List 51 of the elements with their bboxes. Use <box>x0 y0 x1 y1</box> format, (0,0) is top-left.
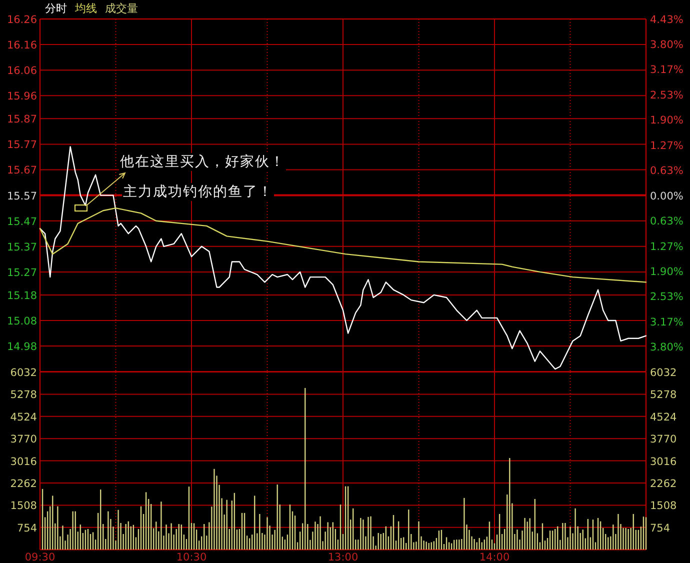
y-tick-label: 1508 <box>10 500 37 512</box>
x-tick-label: 09:30 <box>24 552 56 563</box>
y2-tick-label: 4524 <box>650 411 678 424</box>
x-tick-label: 14:00 <box>479 552 510 563</box>
y-tick-label: 15.96 <box>6 90 38 103</box>
y-tick-label: 2262 <box>10 478 37 490</box>
y2-tick-label: 0.00% <box>650 190 684 202</box>
y-tick-label: 15.57 <box>6 190 37 202</box>
y-tick-label: 15.87 <box>6 114 37 126</box>
y2-tick-label: 3.80% <box>650 39 684 52</box>
y2-tick-label: 3770 <box>650 434 677 446</box>
y2-tick-label: 1.90% <box>650 114 684 127</box>
y-tick-label: 15.08 <box>6 316 37 328</box>
annotation: 他在这里买入，好家伙！ <box>120 154 285 170</box>
y-tick-label: 6032 <box>10 367 37 379</box>
y2-tick-label: 4.43% <box>650 14 684 26</box>
y-tick-label: 16.26 <box>6 14 38 26</box>
y2-tick-label: 1.27% <box>650 240 684 253</box>
y2-tick-label: 0.63% <box>650 215 684 228</box>
legend: 分时 均线 成交量 <box>45 2 138 15</box>
y-tick-label: 15.18 <box>6 290 37 302</box>
y-tick-label: 754 <box>16 522 38 534</box>
y-tick-label: 16.06 <box>6 65 38 78</box>
y-tick-label: 5278 <box>10 389 37 402</box>
y2-tick-label: 1.90% <box>650 266 684 278</box>
y2-tick-label: 3016 <box>650 456 678 468</box>
y2-tick-label: 3.17% <box>650 316 684 328</box>
y2-tick-label: 2.53% <box>650 290 684 303</box>
y2-tick-label: 2262 <box>650 478 677 490</box>
y-tick-label: 16.16 <box>6 40 38 52</box>
y2-tick-label: 0.63% <box>650 165 684 178</box>
y-tick-label: 3770 <box>10 434 37 446</box>
y2-tick-label: 2.53% <box>650 90 684 102</box>
y2-tick-label: 754 <box>650 522 670 534</box>
y2-tick-label: 6032 <box>650 367 677 379</box>
y-tick-label: 4524 <box>10 411 38 424</box>
y-tick-label: 15.47 <box>6 216 37 228</box>
y-tick-label: 14.98 <box>6 341 37 354</box>
y-tick-label: 3016 <box>10 456 38 468</box>
y2-tick-label: 3.80% <box>650 342 684 354</box>
x-tick-label: 10:30 <box>176 552 207 563</box>
y2-tick-label: 3.17% <box>650 64 684 76</box>
y-tick-label: 15.27 <box>6 266 37 279</box>
y-tick-label: 15.77 <box>6 139 37 152</box>
y2-tick-label: 5278 <box>650 389 677 402</box>
y-tick-label: 15.37 <box>6 241 37 254</box>
annotation: 主力成功钓你的鱼了！ <box>123 184 273 200</box>
y2-tick-label: 1.27% <box>650 140 684 152</box>
x-tick-label: 13:00 <box>328 552 358 563</box>
y2-tick-label: 1508 <box>650 500 677 512</box>
y-tick-label: 15.67 <box>6 164 37 177</box>
